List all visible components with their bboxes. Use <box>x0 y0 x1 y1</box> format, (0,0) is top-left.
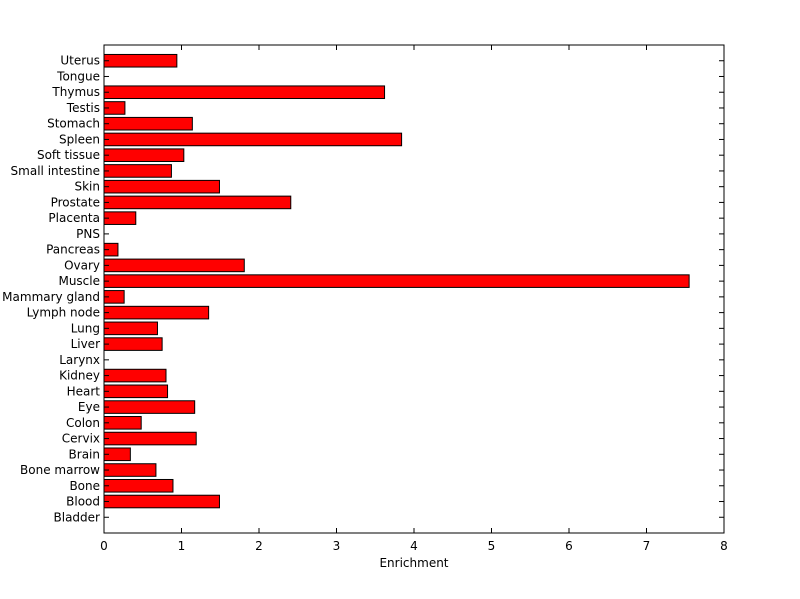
y-tick-label-skin: Skin <box>74 180 100 194</box>
y-tick-label-thymus: Thymus <box>51 85 100 99</box>
x-axis: 0 1 2 3 4 5 6 7 8 <box>100 45 728 553</box>
x-tick-label-8: 8 <box>720 539 728 553</box>
y-tick-label-tongue: Tongue <box>56 69 100 83</box>
plot-area-frame <box>103 44 725 534</box>
bar-uterus <box>103 53 178 68</box>
y-tick-label-prostate: Prostate <box>51 195 100 209</box>
y-tick-label-brain: Brain <box>69 447 100 461</box>
x-tick-label-1: 1 <box>178 539 186 553</box>
y-tick-label-small-intestine: Small intestine <box>11 164 100 178</box>
x-tick-label-5: 5 <box>488 539 496 553</box>
x-tick-label-7: 7 <box>643 539 651 553</box>
bar-kidney <box>103 368 167 383</box>
y-tick-label-soft-tissue: Soft tissue <box>37 148 100 162</box>
bar-small-intestine <box>103 164 172 178</box>
y-tick-label-bone-marrow: Bone marrow <box>20 463 100 477</box>
y-tick-label-muscle: Muscle <box>58 274 100 288</box>
y-tick-label-pns: PNS <box>76 227 100 241</box>
y-tick-label-ovary: Ovary <box>64 258 100 272</box>
y-tick-label-mammary-gland: Mammary gland <box>2 290 100 304</box>
y-tick-label-eye: Eye <box>78 400 100 414</box>
y-tick-label-cervix: Cervix <box>62 432 100 446</box>
bar-bone <box>103 478 174 493</box>
bar-lung <box>103 321 158 336</box>
y-tick-label-larynx: Larynx <box>59 353 100 367</box>
y-tick-label-uterus: Uterus <box>60 54 100 68</box>
bar-prostate <box>103 195 292 210</box>
y-tick-label-heart: Heart <box>67 384 101 398</box>
y-tick-label-spleen: Spleen <box>59 132 100 146</box>
bar-colon <box>103 416 142 430</box>
x-tick-label-3: 3 <box>333 539 341 553</box>
bar-ovary <box>103 258 245 273</box>
y-tick-label-colon: Colon <box>66 416 100 430</box>
y-tick-label-bone: Bone <box>69 479 100 493</box>
y-tick-label-placenta: Placenta <box>48 211 100 225</box>
x-axis-label: Enrichment <box>379 556 448 570</box>
y-tick-label-testis: Testis <box>66 101 100 115</box>
y-tick-label-pancreas: Pancreas <box>46 243 100 257</box>
bar-liver <box>103 337 163 351</box>
x-tick-label-6: 6 <box>565 539 573 553</box>
x-tick-label-2: 2 <box>255 539 263 553</box>
bar-spleen <box>103 132 403 147</box>
y-tick-label-bladder: Bladder <box>54 510 101 524</box>
bar-eye <box>103 400 196 414</box>
bar-stomach <box>103 116 193 131</box>
y-tick-label-blood: Blood <box>66 495 100 509</box>
y-tick-label-kidney: Kidney <box>59 369 100 383</box>
y-tick-label-liver: Liver <box>71 337 101 351</box>
bar-bone-marrow <box>103 463 157 477</box>
y-tick-label-lung: Lung <box>71 321 100 335</box>
bar-thymus <box>103 85 386 100</box>
bar-heart <box>103 384 169 399</box>
bar-soft-tissue <box>103 148 185 162</box>
y-tick-label-lymph-node: Lymph node <box>27 306 100 320</box>
bar-skin <box>103 179 220 194</box>
x-tick-label-0: 0 <box>100 539 108 553</box>
y-tick-label-stomach: Stomach <box>47 117 100 131</box>
x-tick-label-4: 4 <box>410 539 418 553</box>
bar-blood <box>103 494 220 509</box>
bar-cervix <box>103 431 197 446</box>
bar-lymph-node <box>103 305 210 320</box>
bars-layer <box>103 53 690 509</box>
bar-muscle <box>103 274 690 288</box>
